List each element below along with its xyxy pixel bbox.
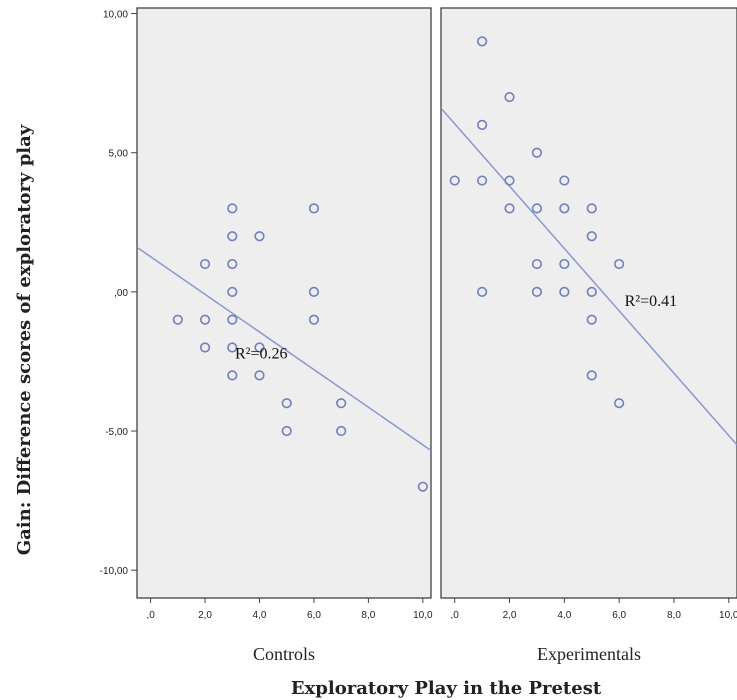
- x-tick-label: ,0: [451, 610, 460, 621]
- data-point: [281, 425, 292, 437]
- data-point: [531, 203, 543, 214]
- x-axis-title: Exploratory Play in the Pretest: [291, 678, 602, 699]
- data-point: [559, 258, 570, 270]
- data-point: [308, 203, 320, 214]
- data-point: [199, 342, 211, 353]
- x-tick-label: 10,0: [719, 610, 737, 621]
- data-point: [531, 147, 543, 158]
- data-point: [281, 398, 292, 409]
- x-tick-label: ,0: [146, 610, 155, 621]
- y-tick-label: ,00: [114, 288, 128, 299]
- data-point: [336, 398, 347, 409]
- data-point: [227, 342, 238, 353]
- panel-background: [440, 7, 737, 599]
- data-point: [614, 258, 625, 270]
- y-tick-label: -5,00: [105, 427, 128, 438]
- y-tick-label: -10,00: [100, 566, 129, 577]
- data-point: [586, 370, 597, 381]
- panel-label: Controls: [253, 644, 315, 664]
- x-tick-label: 4,0: [557, 610, 571, 621]
- data-point: [559, 175, 570, 186]
- data-point: [199, 258, 211, 270]
- data-point: [308, 314, 320, 325]
- y-tick-label: 5,00: [109, 149, 129, 160]
- data-point: [559, 203, 570, 214]
- panel-experimentals: R²=0.41 ,0 2,0 4,0 6,0 8,0 10,0 Experimentals: [440, 7, 737, 664]
- r-squared-annotation: R²=0.26: [235, 346, 288, 363]
- fit-line: [441, 107, 737, 446]
- panel-controls: R²=0.26 ,0 2,0 4,0 6,0 8,0 10,0 Controls: [136, 7, 433, 664]
- x-tick-label: 4,0: [253, 610, 267, 621]
- data-point: [586, 203, 597, 214]
- y-tick-label: 10,00: [103, 10, 128, 21]
- fit-line: [137, 246, 431, 452]
- data-point: [504, 175, 515, 186]
- data-point: [614, 398, 625, 409]
- data-point: [199, 314, 211, 325]
- y-axis: 10,00 5,00 ,00 -5,00 -10,00: [100, 10, 137, 577]
- y-axis-title: Gain: Difference scores of exploratory p…: [14, 124, 35, 555]
- data-point: [227, 286, 238, 297]
- x-tick-label: 6,0: [612, 610, 626, 621]
- data-point: [559, 286, 570, 297]
- data-point: [227, 370, 238, 381]
- panel-background: [136, 7, 432, 599]
- data-point: [254, 342, 265, 353]
- data-point: [449, 175, 460, 186]
- data-point: [586, 231, 597, 242]
- data-point: [227, 203, 238, 214]
- panel-label: Experimentals: [537, 644, 641, 664]
- data-point: [586, 286, 597, 297]
- data-point: [227, 231, 238, 242]
- panels-group: R²=0.26 ,0 2,0 4,0 6,0 8,0 10,0 Controls R²=0.41…: [136, 7, 737, 664]
- data-point: [477, 286, 488, 297]
- data-point: [308, 286, 320, 297]
- r-squared-annotation: R²=0.41: [625, 293, 678, 310]
- data-point: [254, 370, 265, 381]
- x-tick-label: 2,0: [198, 610, 212, 621]
- data-point: [504, 91, 515, 103]
- data-point: [531, 258, 543, 270]
- data-point: [227, 258, 238, 270]
- data-point: [417, 481, 428, 492]
- data-point: [477, 175, 488, 186]
- data-point: [504, 203, 515, 214]
- x-tick-label: 2,0: [503, 610, 517, 621]
- data-point: [227, 314, 238, 325]
- data-point: [477, 36, 488, 47]
- data-point: [477, 119, 488, 130]
- data-point: [172, 314, 183, 325]
- data-point: [336, 425, 347, 437]
- data-point: [586, 314, 597, 325]
- data-point: [531, 286, 543, 297]
- x-tick-label: 6,0: [307, 610, 321, 621]
- x-tick-label: 8,0: [667, 610, 681, 621]
- x-tick-label: 8,0: [361, 610, 375, 621]
- data-point: [254, 231, 265, 242]
- x-tick-label: 10,0: [413, 610, 433, 621]
